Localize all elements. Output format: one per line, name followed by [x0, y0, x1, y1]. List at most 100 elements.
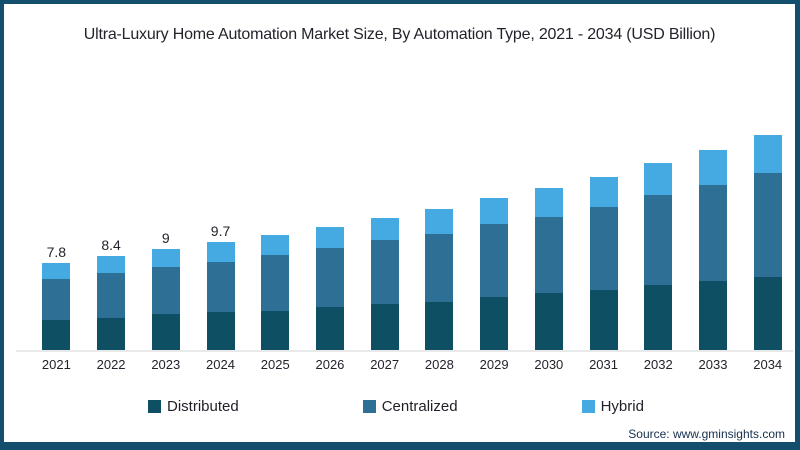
legend-swatch-icon [362, 400, 376, 413]
bar-column: 9 [138, 90, 193, 350]
stacked-bar [425, 209, 454, 350]
value-label: 8.4 [101, 237, 121, 253]
x-axis-labels: 2021 2022 2023 2024 2025 2026 2027 2028 2029 2030… [29, 357, 795, 372]
bar-column [357, 90, 412, 350]
stacked-bar [589, 177, 618, 350]
bar-segment-distributed [151, 314, 180, 350]
bar-segment-hybrid [42, 263, 71, 279]
bar-segment-hybrid [97, 256, 126, 273]
bar-segment-centralized [425, 234, 454, 302]
x-tick-label: 2030 [534, 357, 564, 372]
source-credit: Source: www.gminsights.com [628, 427, 785, 441]
value-label: 9 [161, 230, 170, 246]
bar-segment-centralized [589, 207, 618, 290]
x-tick-label: 2022 [96, 357, 126, 372]
legend-item-hybrid: Hybrid [581, 398, 644, 415]
x-tick-label: 2031 [589, 357, 618, 372]
legend-label: Centralized [381, 398, 458, 415]
legend-item-centralized: Centralized [362, 398, 458, 415]
stacked-bar [261, 235, 290, 350]
x-tick-label: 2023 [151, 357, 181, 372]
bar-column [631, 90, 686, 350]
x-tick-label: 2021 [41, 357, 71, 372]
bar-segment-distributed [698, 281, 727, 350]
bar-column [412, 90, 467, 350]
x-axis-line [16, 350, 793, 352]
stacked-bar [698, 150, 727, 350]
x-tick-label: 2033 [698, 357, 728, 372]
bar-segment-centralized [315, 248, 344, 307]
chart-title: Ultra-Luxury Home Automation Market Size… [83, 26, 716, 43]
x-tick-label: 2024 [206, 357, 235, 372]
bar-segment-centralized [42, 279, 71, 320]
bar-segment-centralized [698, 185, 727, 281]
stacked-bar [97, 256, 126, 350]
bar-segment-distributed [425, 302, 454, 350]
bar-segment-distributed [534, 293, 563, 350]
x-tick-label: 2034 [753, 357, 783, 372]
bar-segment-hybrid [151, 249, 180, 267]
bar-segment-hybrid [534, 188, 563, 217]
x-tick-label: 2026 [315, 357, 345, 372]
bar-segment-centralized [97, 273, 126, 318]
bar-segment-hybrid [698, 150, 727, 185]
bar-segment-centralized [206, 262, 235, 312]
bar-segment-distributed [753, 277, 782, 350]
bar-column [521, 90, 576, 350]
bar-column [686, 90, 741, 350]
bar-column [467, 90, 522, 350]
bar-column [740, 90, 795, 350]
bar-segment-hybrid [425, 209, 454, 234]
stacked-bar [151, 249, 180, 350]
bar-segment-centralized [151, 267, 180, 314]
value-label: 7.8 [46, 244, 67, 260]
bar-segment-distributed [315, 307, 344, 350]
bar-segment-centralized [534, 217, 563, 293]
bar-segment-distributed [261, 311, 290, 350]
bar-segment-distributed [589, 290, 618, 350]
bar-segment-hybrid [370, 218, 399, 240]
stacked-bar [753, 135, 782, 350]
stacked-bar [206, 242, 235, 350]
x-tick-label: 2029 [479, 357, 509, 372]
bar-column [576, 90, 631, 350]
stacked-bar [42, 263, 71, 350]
legend-swatch-icon [581, 400, 595, 413]
stacked-bar [370, 218, 399, 350]
bar-segment-centralized [753, 173, 782, 277]
bar-segment-centralized [261, 255, 290, 311]
bar-segment-distributed [42, 320, 71, 350]
x-tick-label: 2027 [370, 357, 400, 372]
plot-area: 7.8 8.4 9 9.7 [29, 90, 795, 350]
bar-segment-distributed [370, 304, 399, 350]
bar-column [248, 90, 303, 350]
bar-segment-hybrid [589, 177, 618, 207]
x-tick-label: 2028 [424, 357, 454, 372]
bar-segment-hybrid [315, 227, 344, 248]
bar-segment-distributed [97, 318, 126, 350]
bar-segment-hybrid [480, 198, 509, 224]
stacked-bar [534, 188, 563, 350]
bar-segment-centralized [370, 240, 399, 304]
bar-column [303, 90, 358, 350]
bar-segment-hybrid [206, 242, 235, 262]
legend-item-distributed: Distributed [148, 398, 239, 415]
bar-segment-hybrid [261, 235, 290, 255]
legend: Distributed Centralized Hybrid [148, 398, 644, 415]
stacked-bar [644, 163, 673, 350]
legend-label: Distributed [167, 398, 239, 415]
legend-label: Hybrid [600, 398, 644, 415]
stacked-bar [315, 227, 344, 350]
bar-segment-distributed [480, 297, 509, 350]
value-label: 9.7 [210, 223, 231, 239]
x-tick-label: 2025 [260, 357, 290, 372]
legend-swatch-icon [148, 400, 161, 413]
bar-column: 8.4 [84, 90, 139, 350]
bar-segment-distributed [644, 285, 673, 350]
bar-column: 9.7 [193, 90, 248, 350]
bar-column: 7.8 [29, 90, 84, 350]
x-tick-label: 2032 [643, 357, 673, 372]
stacked-bar [480, 198, 509, 350]
bar-segment-distributed [206, 312, 235, 350]
